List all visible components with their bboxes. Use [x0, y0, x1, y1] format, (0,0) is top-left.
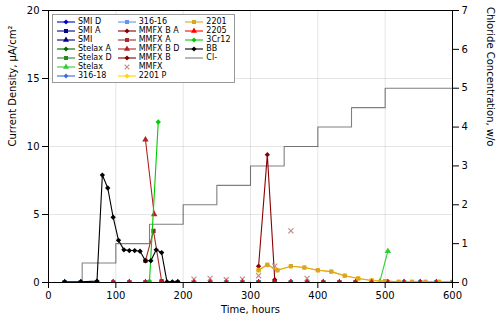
html-text:Stelax: Stelax	[78, 62, 103, 71]
svg-text:0: 0	[33, 277, 39, 288]
svg-text:600: 600	[443, 290, 462, 301]
html-text:SMI: SMI	[78, 35, 93, 44]
svg-text:Time, hours: Time, hours	[220, 304, 280, 315]
html-text:MMFX B: MMFX B	[138, 53, 171, 62]
svg-text:Chloride Concentration, w/o: Chloride Concentration, w/o	[485, 7, 496, 147]
html-text:MMFX: MMFX	[138, 62, 163, 71]
html-text:316-16: 316-16	[138, 17, 167, 26]
svg-text:400: 400	[308, 290, 327, 301]
html-text:MMFX A: MMFX A	[138, 35, 171, 44]
html-text:2205: 2205	[206, 26, 227, 35]
html-text:Cl-: Cl-	[206, 53, 217, 62]
svg-text:3: 3	[462, 160, 468, 171]
svg-text:200: 200	[174, 290, 193, 301]
svg-text:7: 7	[462, 5, 468, 16]
svg-text:6: 6	[462, 44, 468, 55]
html-text:Stelax D: Stelax D	[78, 53, 112, 62]
html-text:2201 P: 2201 P	[138, 71, 167, 80]
html-text:SMI A: SMI A	[78, 26, 101, 35]
svg-text:15: 15	[27, 73, 40, 84]
html-text:2201: 2201	[206, 17, 227, 26]
svg-text:0: 0	[45, 290, 51, 301]
svg-text:100: 100	[106, 290, 125, 301]
html-text:Stelax A: Stelax A	[78, 44, 111, 53]
html-text:MMFX B A: MMFX B A	[138, 26, 179, 35]
html-text:BB: BB	[206, 44, 218, 53]
svg-text:2: 2	[462, 199, 468, 210]
svg-text:Current Density, μA/cm²: Current Density, μA/cm²	[7, 26, 18, 147]
svg-text:4: 4	[462, 121, 468, 132]
svg-text:0: 0	[462, 277, 468, 288]
html-text:3Cr12: 3Cr12	[206, 35, 231, 44]
svg-text:20: 20	[27, 5, 40, 16]
html-text:MMFX B D: MMFX B D	[138, 44, 180, 53]
svg-text:1: 1	[462, 238, 468, 249]
svg-text:300: 300	[241, 290, 260, 301]
svg-text:5: 5	[462, 82, 468, 93]
html-text:316-18: 316-18	[78, 71, 107, 80]
html-text:SMI D: SMI D	[78, 17, 101, 26]
svg-text:10: 10	[27, 141, 40, 152]
svg-text:5: 5	[33, 209, 39, 220]
svg-text:500: 500	[376, 290, 395, 301]
